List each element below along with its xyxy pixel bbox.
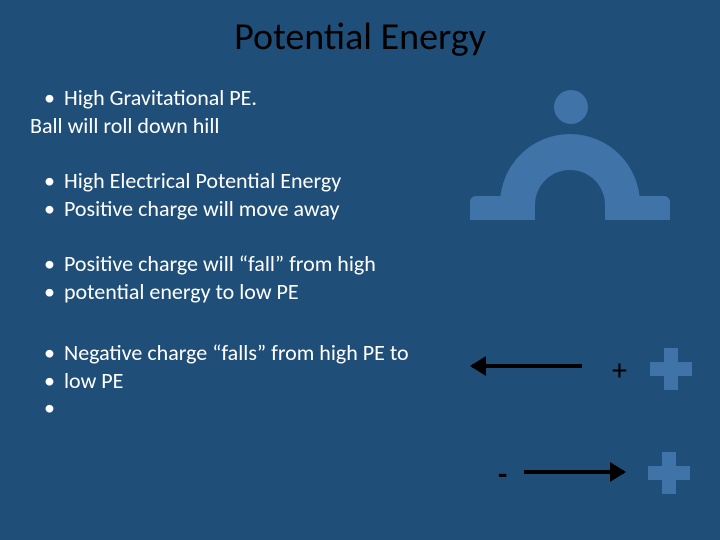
negative-charge-diagram: -: [498, 454, 708, 504]
arrow-left-icon: [472, 364, 582, 368]
bullet-group-3: Positive charge will “fall” from high po…: [40, 250, 720, 305]
plus-symbol: +: [612, 352, 627, 389]
positive-charge-diagram: +: [472, 346, 710, 396]
bullet-item: Positive charge will “fall” from high: [40, 250, 720, 278]
ball-icon: [554, 90, 588, 124]
hill-ball-diagram: [470, 90, 670, 220]
arrow-right-icon: [524, 470, 624, 474]
minus-symbol: -: [498, 456, 507, 493]
hill-foot-right: [632, 196, 670, 220]
plus-cross-icon: [650, 348, 692, 390]
bullet-item: potential energy to low PE: [40, 278, 720, 306]
slide-title: Potential Energy: [0, 0, 720, 60]
hill-arch-icon: [500, 134, 640, 220]
plus-cross-icon: [648, 452, 690, 494]
hill-foot-left: [470, 196, 508, 220]
